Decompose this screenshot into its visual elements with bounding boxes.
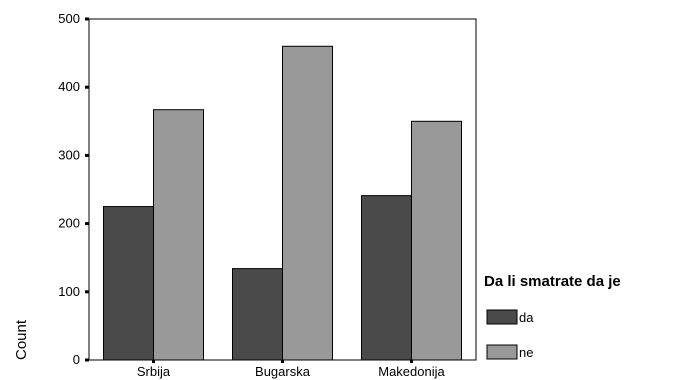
legend-swatch-ne — [486, 344, 518, 360]
y-tick-label: 400 — [58, 79, 80, 94]
y-tick-label: 0 — [73, 352, 80, 367]
legend: da ne — [486, 309, 534, 360]
x-tick-label: Makedonija — [378, 364, 445, 379]
bar-ne-bugarska — [282, 45, 333, 361]
x-tick-label: Srbija — [137, 364, 171, 379]
bar-da-bugarska — [232, 268, 283, 361]
legend-swatch-da — [486, 309, 518, 325]
y-tick-label: 100 — [58, 284, 80, 299]
x-tick-label: Bugarska — [255, 364, 311, 379]
y-axis-title: Count — [13, 319, 30, 360]
bar-ne-makedonija — [411, 120, 462, 361]
y-tick-label: 300 — [58, 147, 80, 162]
plot-area: 0 100 200 300 400 500 Srbija Bugarska Makedonija — [58, 11, 477, 379]
y-tick-label: 500 — [58, 11, 80, 26]
bar-da-srbija — [103, 206, 154, 361]
bar-da-makedonija — [361, 195, 412, 361]
y-tick-label: 200 — [58, 216, 80, 231]
bar-ne-srbija — [153, 109, 204, 361]
legend-label-ne: ne — [519, 345, 533, 360]
legend-label-da: da — [519, 310, 534, 325]
legend-title: Da li smatrate da je — [484, 273, 621, 290]
